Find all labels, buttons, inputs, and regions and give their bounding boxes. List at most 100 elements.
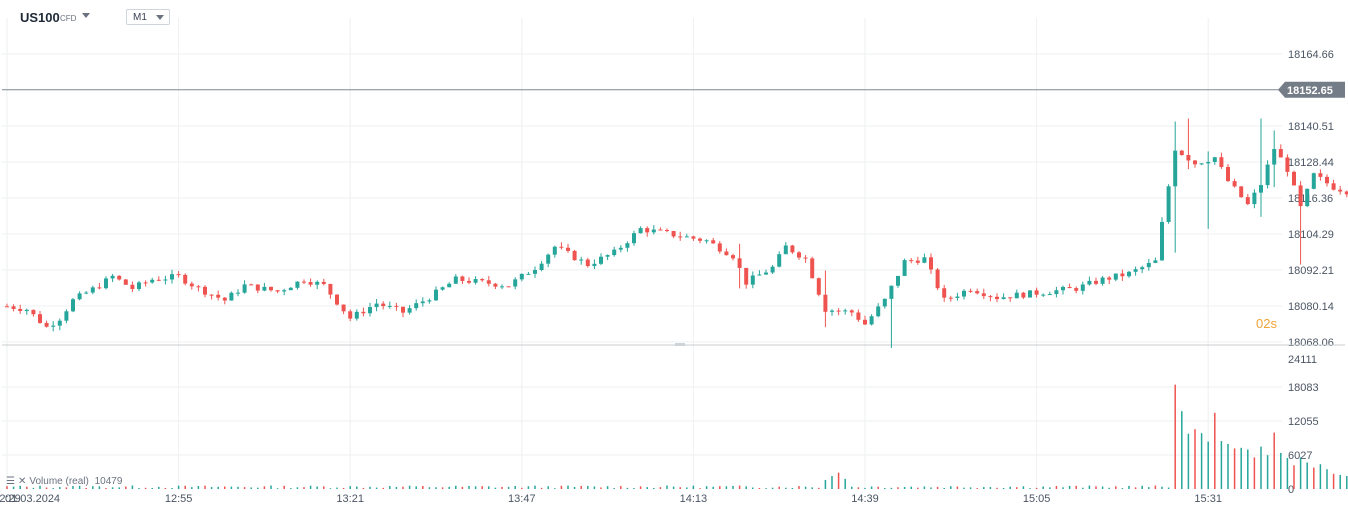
candle-body — [1212, 157, 1217, 162]
volume-bar — [316, 486, 318, 489]
volume-bar — [758, 487, 761, 489]
volume-bar — [204, 485, 206, 489]
candle-body — [843, 310, 848, 312]
candle-body — [71, 299, 75, 312]
candle-body — [1001, 297, 1006, 300]
volume-legend: ☰ ✕ Volume (real) 10479 — [6, 476, 125, 487]
symbol-dropdown-icon[interactable] — [82, 13, 90, 18]
volume-bar — [12, 486, 15, 489]
candle-body — [315, 281, 320, 285]
candle-body — [1166, 186, 1171, 222]
candle-body — [262, 286, 267, 291]
candle-body — [526, 273, 531, 275]
close-icon[interactable]: ✕ — [17, 476, 27, 487]
candle-body — [1239, 186, 1244, 198]
candle-body — [1245, 197, 1250, 205]
candle-body — [506, 286, 511, 288]
candle-body — [671, 231, 676, 237]
volume-bar — [633, 488, 635, 489]
candle-body — [77, 293, 82, 300]
volume-bar — [263, 486, 266, 489]
candle-body — [1325, 176, 1329, 184]
candle-body — [90, 287, 95, 293]
time-tick-label: 13:21 — [336, 493, 364, 505]
volume-bar — [468, 485, 470, 489]
candle-body — [189, 283, 194, 287]
list-icon[interactable]: ☰ — [6, 476, 15, 487]
volume-bar — [1128, 485, 1130, 489]
volume-bar — [349, 486, 351, 489]
candle-body — [783, 245, 788, 255]
candle-body — [955, 296, 960, 298]
volume-bar — [910, 486, 912, 489]
time-tick-label: 01.03.2024 — [5, 493, 60, 505]
volume-bar — [1346, 476, 1348, 489]
volume-bar — [903, 487, 906, 489]
volume-bar — [1075, 485, 1077, 489]
timeframe-select[interactable]: M1 — [126, 9, 170, 25]
candle-body — [1272, 149, 1277, 165]
candle-body — [216, 294, 221, 298]
symbol-name[interactable]: US100 — [20, 10, 60, 25]
candle-body — [137, 282, 141, 289]
candle-body — [1278, 149, 1283, 158]
candle-body — [1338, 189, 1343, 192]
candle-body — [368, 307, 372, 314]
volume-bar — [1286, 457, 1289, 489]
price-tick-label: 18164.66 — [1288, 49, 1334, 61]
candle-body — [434, 289, 438, 301]
candle-body — [117, 275, 122, 280]
candle-body — [143, 282, 148, 284]
volume-bar — [501, 486, 503, 489]
volume-bar — [1174, 384, 1176, 489]
candle-body — [816, 278, 821, 295]
candle-body — [486, 280, 491, 284]
volume-bar — [408, 485, 411, 489]
candle-body — [836, 310, 841, 312]
time-tick-label: 15:05 — [1023, 493, 1051, 505]
volume-bar — [547, 486, 549, 489]
candle-body — [447, 283, 452, 288]
candle-body — [1305, 188, 1310, 207]
candle-body — [1028, 290, 1032, 298]
volume-bar — [1266, 455, 1269, 489]
volume-bar — [138, 487, 140, 489]
candle-body — [896, 275, 900, 286]
volume-bar — [811, 487, 813, 489]
candle-body — [480, 279, 485, 281]
volume-bar — [613, 488, 615, 489]
volume-bar — [818, 487, 820, 489]
volume-tick-label: 24111 — [1288, 354, 1317, 366]
volume-bar — [1082, 487, 1084, 489]
candle-body — [1140, 267, 1145, 270]
volume-bar — [969, 487, 972, 489]
candle-body — [467, 280, 471, 283]
volume-bar — [382, 487, 384, 489]
volume-bar — [705, 486, 708, 489]
volume-bar — [164, 487, 167, 489]
candle-body — [288, 287, 293, 291]
candle-body — [236, 292, 240, 294]
volume-bar — [831, 476, 833, 489]
volume-bar — [428, 487, 431, 489]
volume-bar — [1148, 487, 1150, 489]
volume-bar — [804, 486, 807, 489]
volume-bar — [1326, 469, 1328, 489]
candle-body — [1047, 294, 1052, 296]
candle-body — [882, 298, 887, 307]
volume-bar — [646, 487, 648, 489]
candle-body — [453, 276, 458, 284]
candle-body — [1318, 173, 1323, 177]
volume-bar — [1194, 429, 1196, 489]
time-tick-label: 14:13 — [680, 493, 708, 505]
volume-bar — [567, 485, 569, 489]
candle-body — [1080, 284, 1085, 291]
volume-bar — [270, 485, 272, 489]
volume-bar — [191, 487, 193, 489]
candle-body — [1133, 269, 1138, 272]
volume-bar — [877, 486, 879, 489]
candle-body — [645, 228, 650, 233]
volume-bar — [738, 485, 741, 489]
candle-body — [275, 290, 280, 292]
